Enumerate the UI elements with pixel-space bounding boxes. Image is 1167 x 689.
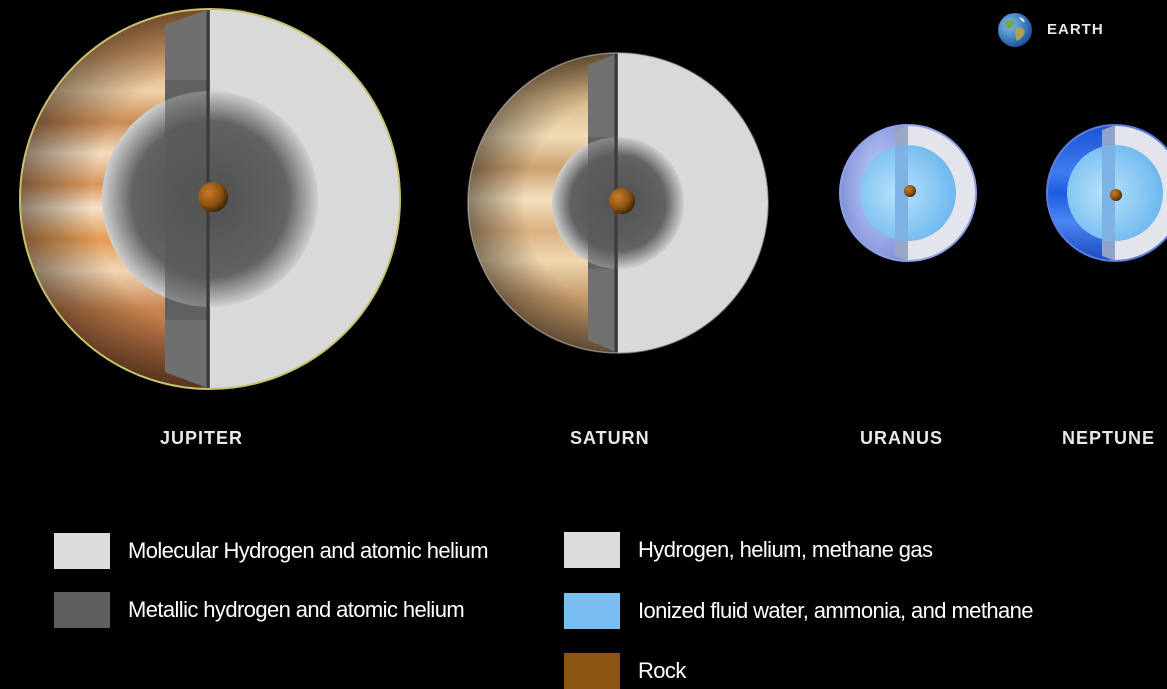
legend-label: Molecular Hydrogen and atomic helium — [128, 538, 489, 563]
planet-label-jupiter: JUPITER — [160, 428, 244, 448]
legend-swatch — [54, 592, 110, 628]
legend-label: Hydrogen, helium, methane gas — [638, 537, 933, 562]
legend-label: Metallic hydrogen and atomic helium — [128, 597, 465, 622]
neptune-rock-core — [1110, 189, 1122, 201]
legend-item-rock: Rock — [564, 653, 686, 689]
planet-label-saturn: SATURN — [570, 428, 650, 448]
saturn-rock-core — [609, 188, 635, 214]
uranus-cutaway — [839, 124, 977, 262]
legend-swatch — [564, 532, 620, 568]
neptune-cutaway — [1046, 124, 1167, 262]
planet-label-neptune: NEPTUNE — [1062, 428, 1156, 448]
legend-label: Rock — [638, 658, 686, 683]
legend-swatch — [54, 533, 110, 569]
legend-item-hydrogen-helium-methane: Hydrogen, helium, methane gas — [564, 532, 933, 568]
jupiter-cutaway — [19, 8, 401, 390]
legend-swatch — [564, 593, 620, 629]
planet-label-uranus: URANUS — [860, 428, 944, 448]
legend-swatch — [564, 653, 620, 689]
legend-item-ionized-fluid: Ionized fluid water, ammonia, and methan… — [564, 593, 1033, 629]
jupiter-rock-core — [198, 182, 228, 212]
uranus-rock-core — [904, 185, 916, 197]
earth-label: EARTH — [1047, 21, 1104, 38]
earth-icon — [998, 13, 1032, 47]
legend-item-metallic-hydrogen: Metallic hydrogen and atomic helium — [54, 592, 465, 628]
legend-label: Ionized fluid water, ammonia, and methan… — [638, 598, 1033, 623]
legend-item-molecular-hydrogen: Molecular Hydrogen and atomic helium — [54, 533, 489, 569]
saturn-cutaway — [467, 52, 769, 354]
